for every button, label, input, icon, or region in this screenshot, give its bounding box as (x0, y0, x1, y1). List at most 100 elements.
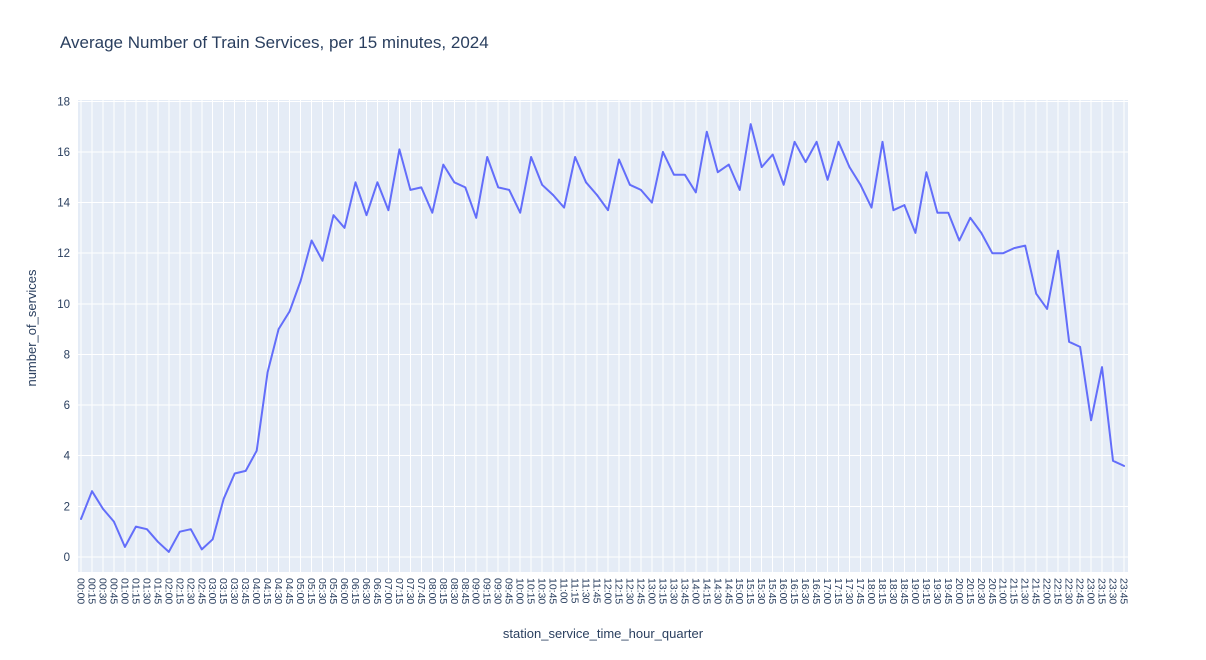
x-tick-label: 08:15 (437, 578, 449, 604)
x-tick-label: 11:00 (558, 578, 570, 604)
x-tick-label: 12:45 (634, 578, 646, 604)
x-tick-label: 01:45 (151, 578, 163, 604)
x-tick-label: 04:30 (272, 578, 284, 604)
x-tick-label: 03:30 (228, 578, 240, 604)
x-tick-label: 22:15 (1052, 578, 1064, 604)
x-tick-label: 07:00 (382, 578, 394, 604)
y-tick-label: 10 (57, 299, 70, 311)
series-line (80, 123, 1125, 553)
x-tick-label: 06:00 (338, 578, 350, 604)
x-tick-label: 00:45 (107, 578, 119, 604)
y-tick-label: 6 (64, 400, 70, 412)
x-tick-label: 20:45 (986, 578, 998, 604)
y-tick-label: 0 (64, 552, 70, 564)
x-tick-label: 15:30 (755, 578, 767, 604)
y-tick-label: 4 (64, 451, 71, 463)
x-tick-label: 23:30 (1107, 578, 1119, 604)
x-tick-label: 08:00 (426, 578, 438, 604)
x-axis-title: station_service_time_hour_quarter (503, 626, 704, 641)
x-tick-label: 00:15 (86, 578, 98, 604)
y-tick-label: 16 (57, 147, 70, 159)
y-tick-label: 14 (57, 198, 70, 210)
x-tick-label: 23:15 (1096, 578, 1108, 604)
x-tick-label: 12:30 (623, 578, 635, 604)
x-tick-label: 07:45 (415, 578, 427, 604)
x-tick-label: 17:45 (854, 578, 866, 604)
x-tick-label: 05:15 (305, 578, 317, 604)
x-tick-label: 18:15 (876, 578, 888, 604)
x-tick-label: 16:00 (777, 578, 789, 604)
x-tick-label: 02:45 (195, 578, 207, 604)
x-tick-label: 04:00 (250, 578, 262, 604)
x-tick-label: 19:00 (909, 578, 921, 604)
x-tick-label: 16:30 (799, 578, 811, 604)
x-tick-label: 09:00 (470, 578, 482, 604)
x-tick-label: 16:15 (788, 578, 800, 604)
y-tick-label: 12 (57, 248, 70, 260)
x-tick-label: 08:30 (448, 578, 460, 604)
x-tick-label: 18:45 (898, 578, 910, 604)
x-tick-label: 12:15 (613, 578, 625, 604)
x-tick-label: 13:15 (656, 578, 668, 604)
x-tick-label: 21:45 (1030, 578, 1042, 604)
x-tick-label: 19:15 (920, 578, 932, 604)
x-tick-label: 22:45 (1074, 578, 1086, 604)
x-tick-label: 22:00 (1041, 578, 1053, 604)
x-tick-label: 00:00 (75, 578, 87, 604)
y-tick-label: 18 (57, 96, 70, 108)
x-tick-label: 01:30 (140, 578, 152, 604)
x-tick-label: 11:45 (591, 578, 603, 604)
x-tick-label: 18:00 (865, 578, 877, 604)
x-tick-label: 05:00 (294, 578, 306, 604)
gridlines (78, 100, 1128, 572)
x-tick-label: 13:00 (645, 578, 657, 604)
x-tick-label: 16:45 (810, 578, 822, 604)
x-tick-label: 06:15 (349, 578, 361, 604)
x-tick-label: 17:00 (821, 578, 833, 604)
x-tick-label: 10:30 (536, 578, 548, 604)
x-tick-label: 02:00 (162, 578, 174, 604)
x-tick-label: 14:45 (722, 578, 734, 604)
x-tick-label: 03:15 (217, 578, 229, 604)
x-tick-label: 01:15 (129, 578, 141, 604)
x-tick-label: 05:30 (316, 578, 328, 604)
x-tick-label: 00:30 (97, 578, 109, 604)
x-tick-label: 15:00 (733, 578, 745, 604)
x-tick-label: 21:15 (1008, 578, 1020, 604)
x-tick-label: 02:30 (184, 578, 196, 604)
x-tick-label: 04:15 (261, 578, 273, 604)
y-tick-label: 8 (64, 349, 70, 361)
y-axis-title: number_of_services (24, 269, 39, 387)
x-tick-label: 21:30 (1019, 578, 1031, 604)
x-tick-label: 03:00 (206, 578, 218, 604)
x-tick-label: 09:30 (492, 578, 504, 604)
plot-area[interactable] (78, 100, 1128, 572)
y-tick-label: 2 (64, 501, 70, 513)
x-tick-label: 22:30 (1063, 578, 1075, 604)
x-tick-label: 23:45 (1118, 578, 1130, 604)
x-tick-label: 07:30 (404, 578, 416, 604)
x-tick-label: 03:45 (239, 578, 251, 604)
x-tick-label: 23:00 (1085, 578, 1097, 604)
x-tick-label: 10:45 (547, 578, 559, 604)
x-tick-label: 10:15 (525, 578, 537, 604)
x-tick-label: 11:15 (569, 578, 581, 604)
x-tick-label: 14:15 (700, 578, 712, 604)
x-tick-label: 10:00 (514, 578, 526, 604)
x-tick-label: 04:45 (283, 578, 295, 604)
x-tick-label: 15:45 (766, 578, 778, 604)
x-tick-label: 17:15 (832, 578, 844, 604)
x-tick-label: 13:30 (667, 578, 679, 604)
x-tick-label: 15:15 (744, 578, 756, 604)
x-tick-label: 09:45 (503, 578, 515, 604)
x-tick-label: 01:00 (118, 578, 130, 604)
x-tick-label: 05:45 (327, 578, 339, 604)
x-tick-label: 21:00 (997, 578, 1009, 604)
x-tick-label: 07:15 (393, 578, 405, 604)
x-tick-label: 08:45 (459, 578, 471, 604)
x-tick-label: 09:15 (481, 578, 493, 604)
x-tick-label: 18:30 (887, 578, 899, 604)
x-tick-label: 02:15 (173, 578, 185, 604)
x-tick-label: 14:30 (711, 578, 723, 604)
